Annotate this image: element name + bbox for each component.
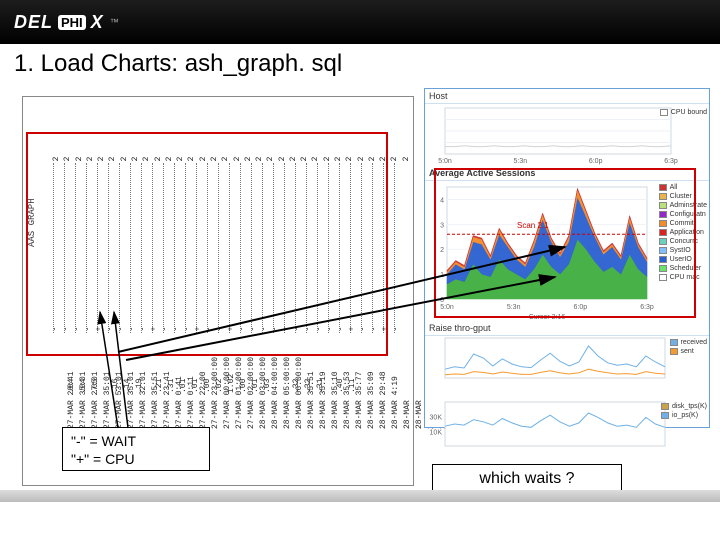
brand-post: X [91, 12, 104, 33]
svg-text:10K: 10K [430, 429, 443, 436]
brand-mid: PHI [58, 15, 86, 30]
left-highlight-box [26, 132, 388, 356]
svg-text:5:0n: 5:0n [438, 158, 452, 165]
throughput-chart-svg [425, 336, 711, 384]
brand-tm: ™ [110, 17, 119, 27]
svg-text:5:3n: 5:3n [514, 158, 528, 165]
iops-chart: 30K 10K disk_tps(K) io_ps(K) [425, 400, 709, 454]
svg-text:6:3p: 6:3p [664, 158, 678, 165]
brand-logo: DEL PHI X ™ [14, 12, 119, 33]
footer-strip [0, 490, 720, 502]
svg-text:30K: 30K [430, 415, 443, 422]
cpu-legend-line: "+" = CPU [71, 450, 201, 468]
header-bar: DEL PHI X ™ [0, 0, 720, 44]
thr-title: Raise thro-gput [425, 321, 709, 336]
aas-highlight-box [434, 168, 696, 318]
svg-text:6:0p: 6:0p [589, 158, 603, 165]
iops-legend: disk_tps(K) io_ps(K) [661, 402, 707, 420]
slide-title: 1. Load Charts: ash_graph. sql [0, 44, 720, 82]
brand-pre: DEL [14, 12, 53, 33]
wait-legend-line: "-" = WAIT [71, 432, 201, 450]
host-chart: 5:0n5:3n6:0p6:3pCursor 2:20 CPU bound [425, 104, 709, 166]
host-legend: CPU bound [660, 108, 707, 117]
host-title: Host [425, 89, 709, 104]
throughput-chart: received sent [425, 336, 709, 400]
thr-legend: received sent [670, 338, 707, 356]
slide-body: AAS GRAPH 222222222222222222222222222222… [0, 82, 720, 502]
wait-cpu-legend-box: "-" = WAIT "+" = CPU [62, 427, 210, 471]
